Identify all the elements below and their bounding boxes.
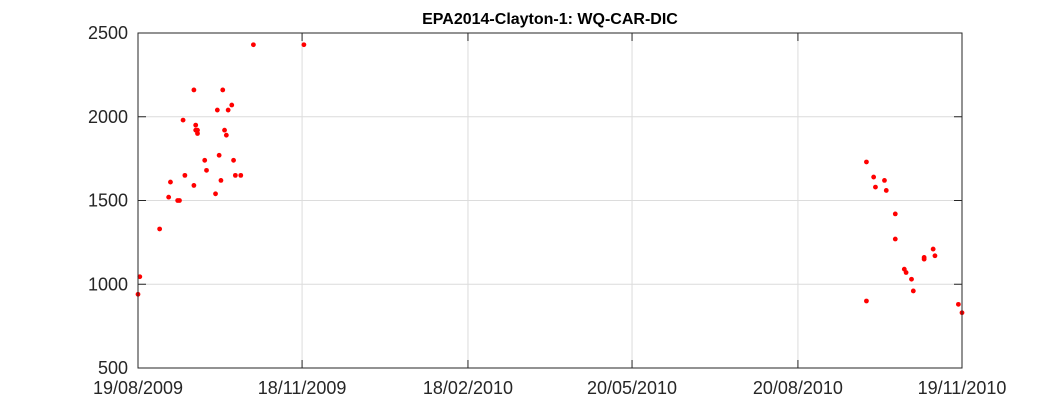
- y-tick-label: 500: [98, 358, 128, 378]
- axis-ticks: [137, 32, 963, 369]
- y-tick-label: 2500: [88, 23, 128, 43]
- x-tick-label: 20/05/2010: [587, 378, 677, 398]
- data-point: [231, 157, 236, 163]
- data-point: [220, 87, 226, 93]
- data-point: [864, 298, 869, 304]
- data-point: [137, 274, 143, 280]
- x-tick-label: 19/08/2009: [93, 378, 183, 398]
- y-tick-label: 1000: [88, 274, 128, 294]
- data-point: [225, 107, 231, 113]
- x-tick-label: 18/02/2010: [423, 378, 513, 398]
- data-point: [191, 183, 197, 188]
- data-point: [892, 211, 898, 217]
- data-point: [864, 159, 869, 165]
- data-point: [180, 117, 186, 123]
- data-point: [223, 132, 229, 138]
- x-tick-label: 20/08/2010: [753, 378, 843, 398]
- x-tick-label: 18/11/2009: [258, 378, 347, 398]
- data-point: [930, 246, 936, 252]
- data-point: [195, 131, 200, 136]
- data-point: [921, 256, 927, 262]
- data-point: [213, 191, 218, 197]
- data-point: [218, 178, 224, 183]
- data-point: [222, 127, 227, 133]
- data-point: [301, 42, 307, 48]
- data-point: [216, 152, 222, 158]
- data-point: [871, 174, 877, 180]
- data-point: [873, 184, 878, 190]
- data-point: [910, 288, 916, 294]
- data-point: [903, 270, 909, 275]
- data-point: [883, 188, 889, 193]
- data-point: [202, 157, 208, 163]
- data-point: [177, 198, 182, 203]
- data-point: [193, 122, 199, 128]
- data-point: [909, 276, 914, 282]
- data-point: [882, 178, 887, 183]
- data-point: [157, 226, 163, 232]
- y-tick-label: 1500: [88, 191, 128, 211]
- data-points: [135, 42, 965, 316]
- data-point: [191, 87, 197, 93]
- data-point: [932, 253, 938, 259]
- data-point: [238, 172, 244, 178]
- data-point: [195, 127, 200, 133]
- data-point: [182, 172, 188, 178]
- x-axis-tick-labels: 19/08/2009 18/11/2009 18/02/2010 20/05/2010…: [93, 378, 1006, 398]
- data-point: [204, 167, 209, 173]
- data-point: [892, 236, 898, 242]
- x-tick-label: 19/11/2010: [918, 378, 1007, 398]
- data-point: [232, 172, 238, 178]
- data-point: [166, 194, 172, 200]
- y-tick-label: 2000: [88, 107, 128, 127]
- data-point: [955, 301, 961, 307]
- data-point: [229, 102, 235, 108]
- data-point: [168, 179, 173, 185]
- y-axis-tick-labels: 500 1000 1500 2000 2500: [88, 23, 128, 378]
- chart-title: EPA2014-Clayton-1: WQ-CAR-DIC: [422, 11, 678, 28]
- grid-lines: [137, 32, 963, 369]
- data-point: [214, 107, 220, 113]
- data-point: [250, 42, 256, 48]
